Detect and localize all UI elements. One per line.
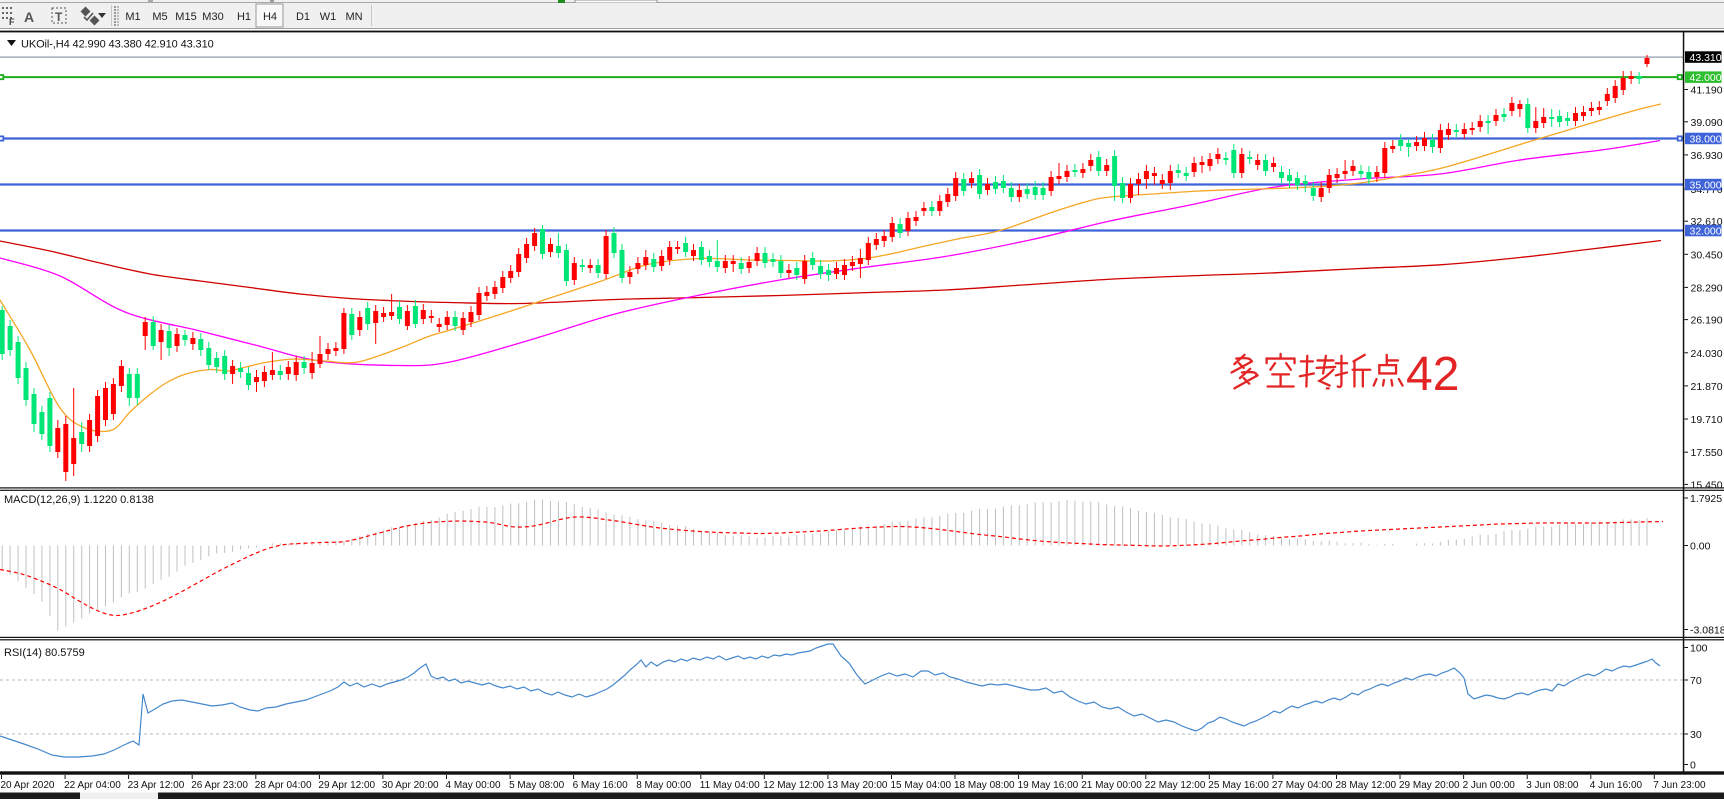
svg-text:32.000: 32.000 (1690, 225, 1722, 237)
svg-text:M1: M1 (125, 11, 140, 23)
svg-text:M30: M30 (202, 11, 223, 23)
svg-text:A: A (24, 9, 34, 25)
svg-text:0.00: 0.00 (1690, 541, 1711, 553)
svg-text:29 Apr 12:00: 29 Apr 12:00 (318, 780, 375, 791)
svg-text:UKOil-,H4 42.990 43.380 42.91: UKOil-,H4 42.990 43.380 42.910 43.310 (21, 39, 214, 51)
svg-text:24.030: 24.030 (1691, 348, 1723, 360)
svg-text:27 May 04:00: 27 May 04:00 (1272, 780, 1333, 791)
svg-text:17.550: 17.550 (1691, 447, 1723, 459)
svg-text:12 May 12:00: 12 May 12:00 (763, 780, 824, 791)
svg-text:28 May 12:00: 28 May 12:00 (1336, 780, 1397, 791)
svg-text:20 Apr 2020: 20 Apr 2020 (1, 780, 55, 791)
svg-text:MN: MN (345, 11, 362, 23)
svg-text:H1: H1 (237, 11, 251, 23)
svg-text:8 May 00:00: 8 May 00:00 (636, 780, 691, 791)
svg-text:70: 70 (1690, 675, 1702, 687)
svg-text:21.870: 21.870 (1691, 381, 1723, 393)
svg-text:T: T (55, 10, 63, 24)
svg-text:100: 100 (1690, 643, 1708, 655)
svg-text:1.7925: 1.7925 (1690, 493, 1722, 505)
svg-text:3 Jun 08:00: 3 Jun 08:00 (1526, 780, 1579, 791)
svg-text:30.450: 30.450 (1691, 249, 1723, 261)
svg-text:25 May 16:00: 25 May 16:00 (1208, 780, 1269, 791)
svg-text:26.190: 26.190 (1691, 315, 1723, 327)
svg-text:30 Apr 20:00: 30 Apr 20:00 (382, 780, 439, 791)
svg-text:36.930: 36.930 (1691, 150, 1723, 162)
svg-text:2 Jun 00:00: 2 Jun 00:00 (1463, 780, 1516, 791)
svg-text:19 May 16:00: 19 May 16:00 (1018, 780, 1079, 791)
svg-text:42: 42 (1406, 348, 1459, 401)
svg-text:F: F (9, 17, 15, 27)
svg-text:28.290: 28.290 (1691, 282, 1723, 294)
svg-text:4 May 00:00: 4 May 00:00 (446, 780, 501, 791)
svg-text:6 May 16:00: 6 May 16:00 (573, 780, 628, 791)
svg-text:41.190: 41.190 (1691, 85, 1723, 97)
svg-text:19.710: 19.710 (1691, 414, 1723, 426)
svg-text:35.000: 35.000 (1690, 179, 1722, 191)
svg-text:15.450: 15.450 (1691, 479, 1723, 491)
svg-text:0: 0 (1690, 760, 1696, 772)
svg-text:W1: W1 (320, 11, 337, 23)
svg-text:18 May 08:00: 18 May 08:00 (954, 780, 1015, 791)
svg-text:28 Apr 04:00: 28 Apr 04:00 (255, 780, 312, 791)
svg-text:22 Apr 04:00: 22 Apr 04:00 (64, 780, 121, 791)
svg-text:M5: M5 (152, 11, 167, 23)
svg-text:39.090: 39.090 (1691, 117, 1723, 129)
svg-text:M15: M15 (175, 11, 196, 23)
svg-text:15 May 04:00: 15 May 04:00 (891, 780, 952, 791)
svg-text:29 May 20:00: 29 May 20:00 (1399, 780, 1460, 791)
svg-text:22 May 12:00: 22 May 12:00 (1145, 780, 1206, 791)
svg-text:MACD(12,26,9) 1.1220 0.8138: MACD(12,26,9) 1.1220 0.8138 (4, 494, 154, 506)
svg-text:11 May 04:00: 11 May 04:00 (700, 780, 760, 791)
svg-text:13 May 20:00: 13 May 20:00 (827, 780, 888, 791)
svg-text:RSI(14) 80.5759: RSI(14) 80.5759 (4, 647, 85, 659)
svg-text:30: 30 (1690, 729, 1702, 741)
svg-text:23 Apr 12:00: 23 Apr 12:00 (128, 780, 185, 791)
svg-text:26 Apr 23:00: 26 Apr 23:00 (191, 780, 248, 791)
svg-text:D1: D1 (296, 11, 310, 23)
svg-text:7 Jun 23:00: 7 Jun 23:00 (1653, 780, 1706, 791)
svg-text:42.000: 42.000 (1690, 72, 1722, 84)
svg-text:43.310: 43.310 (1690, 52, 1722, 64)
svg-text:5 May 08:00: 5 May 08:00 (509, 780, 564, 791)
svg-text:H4: H4 (263, 11, 277, 23)
svg-text:21 May 00:00: 21 May 00:00 (1081, 780, 1142, 791)
svg-text:4 Jun 16:00: 4 Jun 16:00 (1590, 780, 1643, 791)
svg-text:-3.0818: -3.0818 (1690, 625, 1724, 637)
svg-text:38.000: 38.000 (1690, 133, 1722, 145)
